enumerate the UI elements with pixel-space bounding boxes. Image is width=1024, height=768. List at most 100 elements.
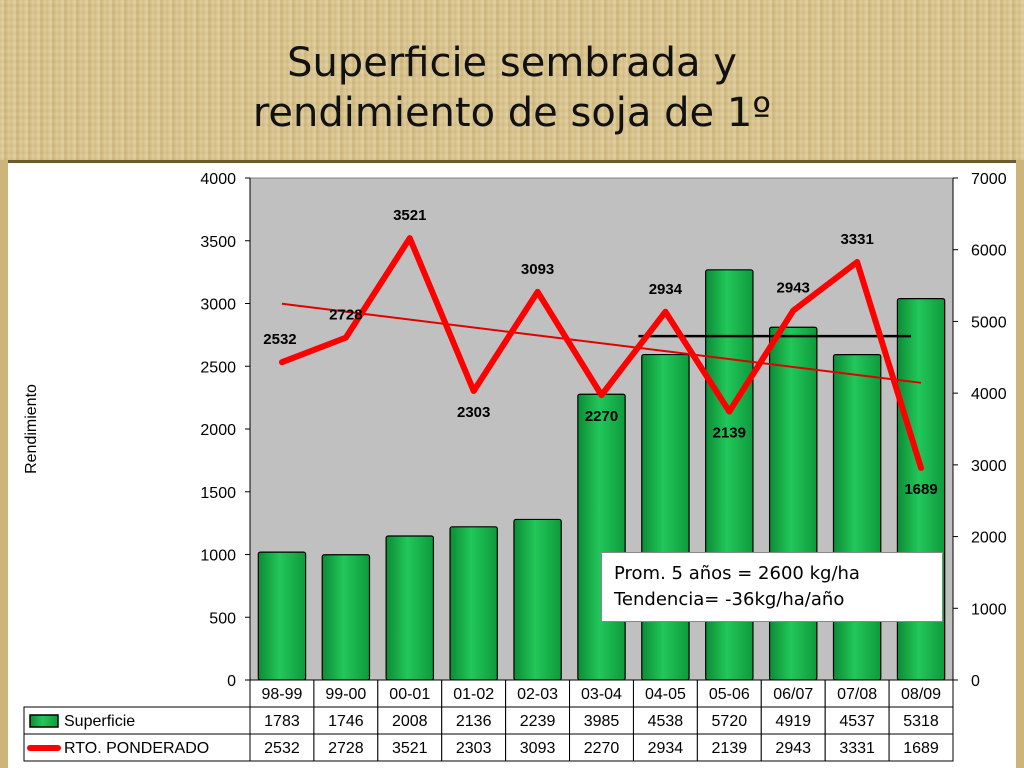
table-value-cell [696, 706, 762, 735]
table-value: 4919 [775, 713, 811, 730]
table-value: 2934 [648, 740, 684, 757]
table-category-label: 02-03 [517, 686, 558, 703]
table-value: 1746 [328, 713, 364, 730]
table-value-cell [249, 733, 315, 762]
table-category-label: 98-99 [261, 686, 302, 703]
table-header-cell [888, 679, 954, 708]
line-data-label: 1689 [904, 481, 937, 498]
bar-superficie [768, 326, 818, 681]
legend-key-superficie [29, 714, 59, 728]
table-category-label: 08/09 [901, 686, 941, 703]
table-value: 2303 [456, 740, 492, 757]
y-left-tick-label: 3000 [200, 297, 236, 314]
table-value-cell [249, 706, 315, 735]
table-category-label: 01-02 [453, 686, 494, 703]
y-right-tick-label: 7000 [971, 171, 1007, 188]
y-right-tick-label: 4000 [971, 386, 1007, 403]
line-rto-ponderado [278, 235, 925, 472]
table-header-cell [249, 679, 315, 708]
annotation-box: Prom. 5 años = 2600 kg/ha Tendencia= -36… [601, 552, 943, 622]
title-line-2: rendimiento de soja de 1º [252, 90, 772, 136]
y-left-tick-label: 4000 [200, 171, 236, 188]
line-data-label: 3093 [521, 261, 554, 278]
line-data-label: 3521 [393, 207, 426, 224]
y-right-tick-label: 3000 [971, 458, 1007, 475]
line-data-label: 2139 [713, 425, 746, 442]
bar-superficie [321, 554, 371, 681]
y-right-tick-label: 5000 [971, 314, 1007, 331]
table-value-cell [888, 706, 954, 735]
frame-left [0, 160, 8, 768]
table-value-cell [505, 706, 571, 735]
table-value: 3331 [839, 740, 875, 757]
table-value: 2532 [264, 740, 300, 757]
table-value-cell [313, 706, 379, 735]
table-value-cell [441, 706, 507, 735]
table-value-cell [377, 733, 443, 762]
title-line-1: Superficie sembrada y [287, 40, 737, 86]
table-category-label: 04-05 [645, 686, 686, 703]
table-value-cell [760, 733, 826, 762]
line-data-label: 2303 [457, 404, 490, 421]
table-value-cell [888, 733, 954, 762]
line-data-label: 2270 [585, 408, 618, 425]
table-value-cell [632, 733, 698, 762]
trend-line [281, 302, 922, 384]
table-category-label: 99-00 [325, 686, 366, 703]
table-value: 4538 [648, 713, 684, 730]
title-banner [0, 0, 1024, 163]
y-right-tick-label: 6000 [971, 243, 1007, 260]
y-left-tick-label: 3500 [200, 234, 236, 251]
table-value: 3093 [520, 740, 556, 757]
table-category-label: 03-04 [581, 686, 622, 703]
y-left-tick-label: 1500 [200, 485, 236, 502]
y-axis-title: Rendimiento [23, 384, 40, 474]
table-value-cell [824, 733, 890, 762]
table-value: 2139 [712, 740, 748, 757]
bar-superficie [257, 551, 307, 681]
table-value: 5720 [712, 713, 748, 730]
line-data-label: 3331 [840, 231, 873, 248]
table-category-label: 00-01 [389, 686, 430, 703]
table-value: 1783 [264, 713, 300, 730]
table-category-label: 07/08 [837, 686, 877, 703]
table-value: 3985 [584, 713, 620, 730]
table-value: 2136 [456, 713, 492, 730]
line-data-label: 2532 [263, 331, 296, 348]
table-value-cell [760, 706, 826, 735]
table-value: 2239 [520, 713, 556, 730]
table-header-cell [632, 679, 698, 708]
slide-title: Superficie sembrada y rendimiento de soj… [0, 38, 1024, 138]
table-legend-cell [23, 706, 251, 735]
table-value-cell [441, 733, 507, 762]
y-right-tick-label: 0 [971, 673, 980, 690]
table-value: 5318 [903, 713, 939, 730]
annotation-average: Prom. 5 años = 2600 kg/ha [614, 563, 860, 584]
y-left-tick-label: 2500 [200, 359, 236, 376]
table-header-cell [441, 679, 507, 708]
table-header-cell [824, 679, 890, 708]
table-header-cell [313, 679, 379, 708]
table-value: 2270 [584, 740, 620, 757]
y-right-tick-label: 2000 [971, 530, 1007, 547]
bar-superficie [385, 535, 435, 681]
line-data-label: 2728 [329, 307, 362, 324]
bar-superficie [832, 354, 882, 681]
table-value: 2943 [775, 740, 811, 757]
y-left-tick-label: 500 [209, 610, 236, 627]
bar-superficie [577, 393, 626, 681]
y-left-tick-label: 2000 [200, 422, 236, 439]
table-series-name: Superficie [64, 713, 135, 730]
table-category-label: 06/07 [773, 686, 813, 703]
table-value: 4537 [839, 713, 875, 730]
table-value: 3521 [392, 740, 428, 757]
table-value-cell [505, 733, 571, 762]
table-value: 2008 [392, 713, 428, 730]
annotation-trend: Tendencia= -36kg/ha/año [614, 589, 845, 610]
y-right-tick-label: 1000 [971, 601, 1007, 618]
line-data-label: 2943 [777, 280, 810, 297]
bar-superficie [449, 526, 498, 681]
table-category-label: 05-06 [709, 686, 750, 703]
table-header-cell [505, 679, 571, 708]
